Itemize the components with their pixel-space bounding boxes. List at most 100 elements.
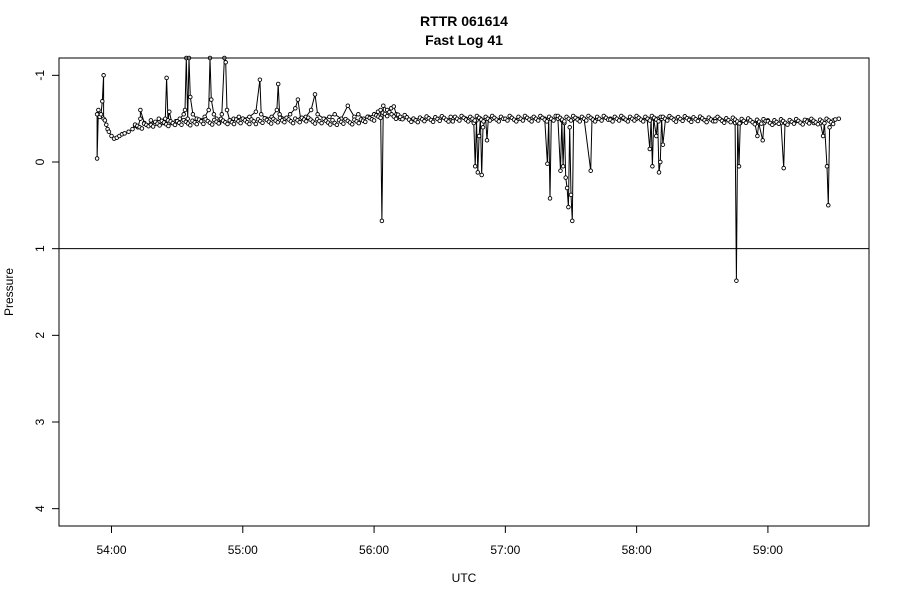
data-point (487, 118, 493, 123)
data-point (391, 104, 397, 109)
data-point (319, 120, 324, 126)
y-tick-label: 0 (33, 158, 47, 165)
data-point (588, 168, 593, 173)
data-point (209, 122, 215, 127)
x-tick-label: 58:00 (622, 543, 652, 557)
data-point (177, 116, 183, 121)
data-point (484, 138, 490, 143)
data-point (290, 120, 296, 126)
x-tick-label: 56:00 (359, 543, 389, 557)
data-point (303, 119, 309, 124)
data-point (378, 115, 383, 121)
data-point (327, 114, 332, 120)
data-point (206, 107, 211, 113)
y-tick-label: 1 (33, 245, 47, 252)
data-point (253, 121, 259, 127)
data-point (551, 118, 556, 123)
data-point (567, 125, 572, 130)
data-point (450, 119, 456, 124)
data-point (209, 97, 214, 102)
data-point (826, 203, 831, 208)
data-point (446, 119, 451, 124)
data-point (236, 114, 242, 120)
data-point (238, 120, 243, 126)
data-point (568, 192, 574, 198)
data-point (341, 121, 346, 126)
data-point (545, 161, 550, 166)
data-point (224, 107, 230, 113)
data-point (563, 175, 568, 180)
data-point (295, 97, 301, 102)
data-point (188, 123, 193, 128)
data-point (520, 118, 526, 123)
data-point (625, 119, 631, 124)
data-point (225, 121, 230, 127)
data-point (194, 121, 200, 127)
data-point (566, 204, 571, 210)
data-point (179, 122, 184, 127)
chart-title: RTTR 061614 (420, 13, 508, 29)
data-point (109, 133, 114, 139)
x-axis: 54:00 55:00 56:00 57:00 58:00 59:00 (96, 525, 783, 557)
data-point (216, 121, 221, 126)
data-point (472, 164, 478, 169)
data-point (381, 103, 386, 108)
data-point (167, 109, 172, 114)
data-point (564, 185, 570, 191)
x-tick-label: 59:00 (753, 543, 783, 557)
data-point (275, 81, 281, 87)
data-point (800, 122, 805, 127)
data-point (806, 121, 812, 126)
data-point (138, 107, 143, 113)
data-point (514, 119, 519, 124)
data-point (384, 113, 390, 119)
data-point (139, 126, 145, 131)
data-point (654, 133, 659, 139)
data-point (100, 99, 105, 104)
y-axis-label: Pressure (2, 268, 16, 316)
data-point (94, 156, 100, 161)
data-point (96, 107, 101, 113)
chart-subtitle: Fast Log 41 (425, 32, 503, 48)
data-point (535, 118, 541, 123)
data-point (356, 112, 361, 117)
data-point (157, 123, 162, 128)
data-point (130, 126, 135, 132)
data-point (480, 125, 486, 130)
x-tick-label: 54:00 (96, 543, 126, 557)
y-tick-label: 2 (33, 332, 47, 339)
data-point (211, 112, 217, 117)
data-point (315, 112, 320, 117)
data-point (599, 118, 604, 123)
data-point (505, 118, 510, 123)
data-point (201, 121, 206, 127)
data-point (415, 119, 421, 125)
y-axis: -1 0 1 2 3 4 (33, 70, 60, 512)
data-point (182, 107, 188, 113)
data-point (332, 112, 337, 117)
data-point (656, 119, 661, 124)
data-point (190, 112, 196, 117)
plot-area (59, 55, 869, 283)
data-point (379, 218, 385, 224)
data-point (822, 120, 827, 126)
data-point (689, 119, 694, 125)
data-point (673, 119, 679, 124)
data-point (101, 73, 106, 78)
data-point (496, 119, 502, 124)
data-point (752, 121, 758, 127)
data-point (371, 118, 377, 123)
data-point (734, 278, 739, 283)
data-point (475, 170, 481, 175)
data-point (437, 118, 442, 124)
data-point (422, 118, 427, 124)
data-point (476, 133, 482, 139)
data-point (760, 138, 765, 143)
data-point (680, 118, 685, 124)
data-point (820, 133, 826, 139)
data-point (770, 122, 775, 128)
data-point (660, 142, 666, 147)
data-point (308, 107, 314, 113)
data-point (98, 112, 104, 117)
